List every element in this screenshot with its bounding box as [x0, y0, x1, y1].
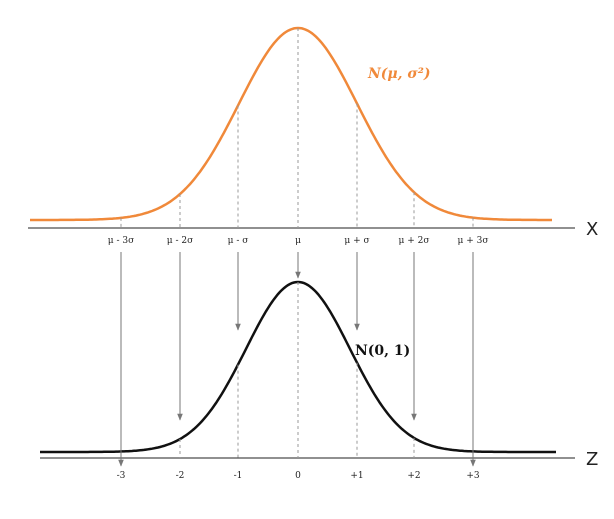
- x-axis-name: X: [586, 219, 598, 240]
- general-normal-curve: [30, 26, 552, 222]
- x-label: μ: [295, 236, 301, 246]
- x-label: μ - 3σ: [108, 236, 134, 246]
- z-label: +2: [407, 471, 420, 481]
- general-curve-label: N(μ, σ²): [367, 66, 431, 82]
- z-label: 0: [295, 471, 301, 481]
- z-label: -3: [117, 471, 126, 481]
- z-label: -2: [176, 471, 185, 481]
- z-axis-name: Z: [586, 449, 598, 470]
- x-label: μ + σ: [344, 236, 369, 246]
- x-label: μ - σ: [228, 236, 249, 246]
- standard-curve-label: N(0, 1): [355, 343, 410, 359]
- x-label: μ + 2σ: [399, 236, 430, 246]
- x-label: μ - 2σ: [167, 236, 193, 246]
- x-label: μ + 3σ: [458, 236, 489, 246]
- z-label: -1: [234, 471, 243, 481]
- z-label: +3: [466, 471, 480, 481]
- z-label: +1: [350, 471, 363, 481]
